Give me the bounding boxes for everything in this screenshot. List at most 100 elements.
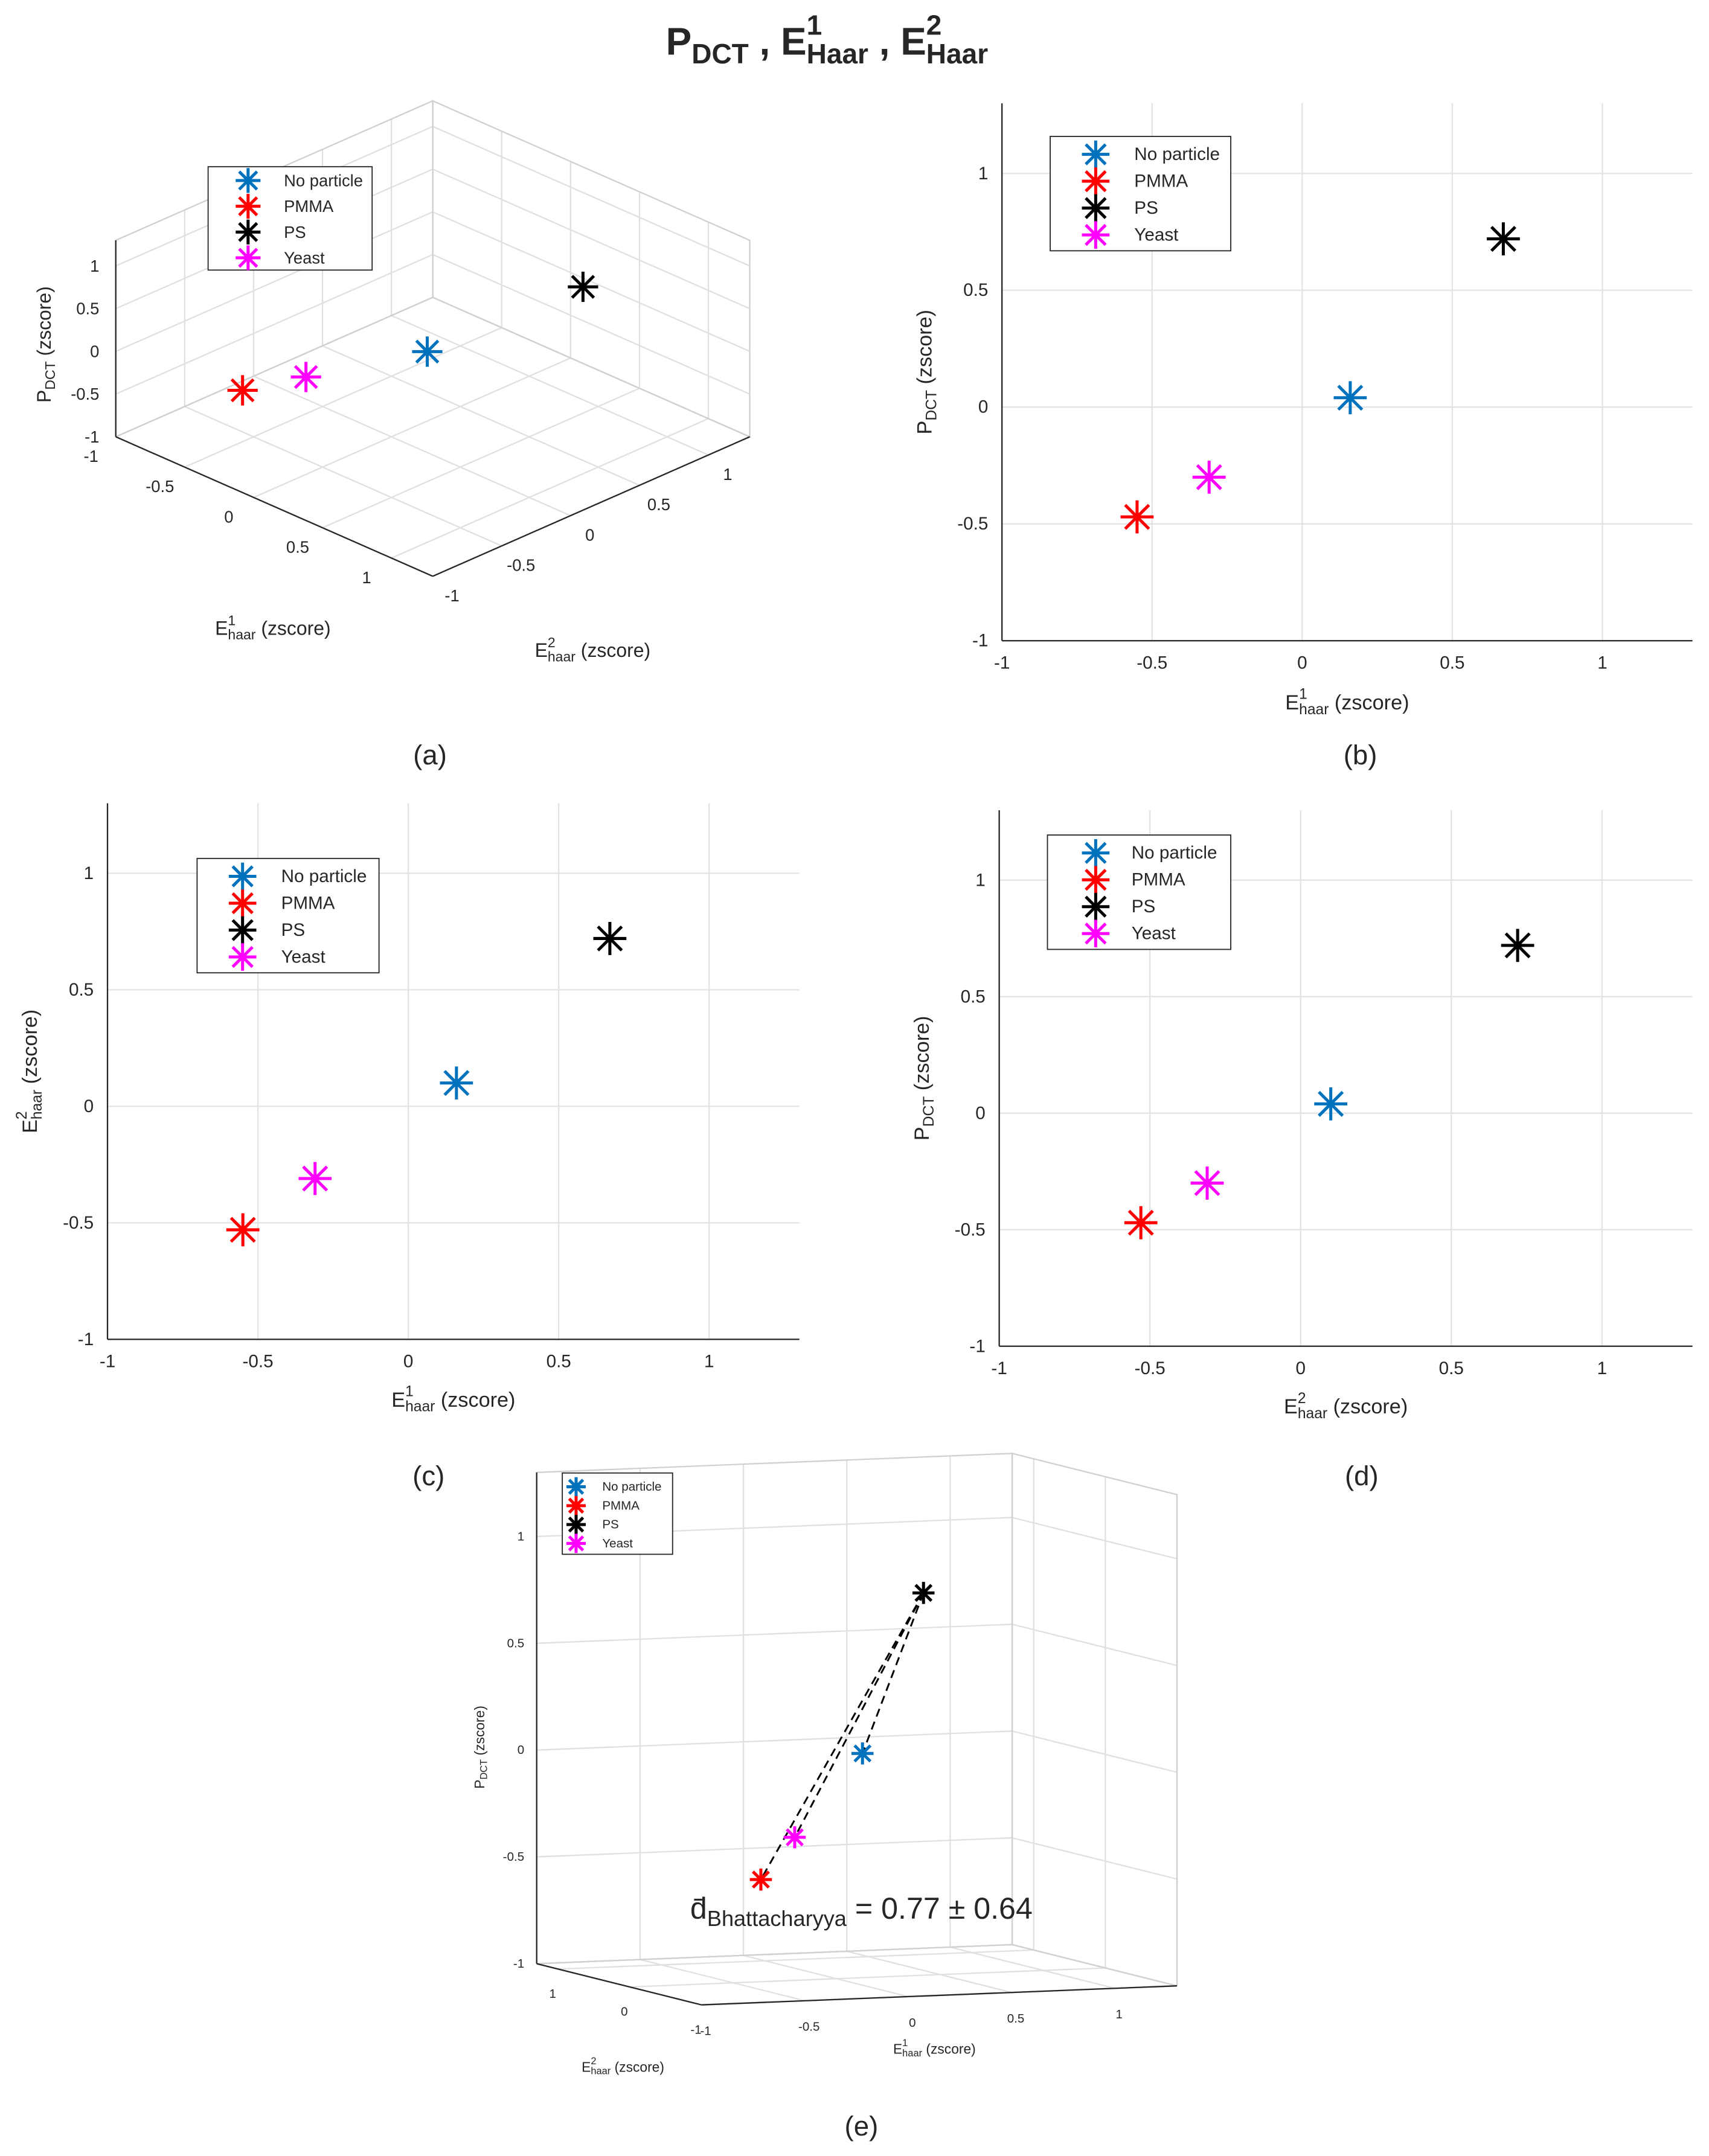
y-tick-label: 0 — [84, 1096, 94, 1116]
y-axis-label: PDCT (zscore) — [911, 1016, 937, 1141]
grid-line — [253, 376, 571, 517]
x-tick-label: -0.5 — [243, 1351, 274, 1371]
grid-line — [184, 406, 502, 547]
x-tick-label: 1 — [704, 1351, 714, 1371]
z-tick-label: 0.5 — [507, 1636, 525, 1650]
legend-marker — [236, 219, 261, 245]
y-tick-label: -0.5 — [957, 514, 988, 534]
grid-line — [322, 388, 640, 529]
y-axis-label: PDCT (zscore) — [913, 310, 939, 435]
x-tick-label: 0.5 — [1007, 2012, 1025, 2026]
marker — [1190, 1166, 1224, 1200]
x-tick-label: 0 — [403, 1351, 414, 1371]
legend-marker — [236, 245, 261, 270]
x-tick-label: 1 — [362, 568, 371, 587]
marker — [412, 336, 443, 367]
x-tick-label: -1 — [991, 1358, 1007, 1378]
x-axis-label-part: 1 — [228, 612, 236, 628]
y-tick-label: 0 — [621, 2005, 627, 2019]
y-axis-label-part: DCT — [920, 1096, 937, 1127]
x-axis-label-part: haar — [228, 627, 255, 642]
y-axis-label-part: E — [582, 2059, 591, 2074]
legend-label: Yeast — [281, 947, 326, 967]
grid-line — [253, 357, 571, 498]
z-tick-label: -1 — [85, 427, 99, 446]
z-tick-label: -0.5 — [71, 385, 99, 403]
z-axis-label-part: (zscore) — [33, 286, 55, 361]
x-axis — [701, 1985, 1178, 2006]
legend-label: No particle — [1134, 144, 1220, 164]
grid-line — [391, 418, 709, 559]
x-tick-label: -1 — [83, 447, 98, 465]
grid-line — [536, 1837, 1013, 1858]
distance-line — [861, 1592, 925, 1754]
x-tick-label: -0.5 — [1137, 653, 1167, 673]
x-tick-label: 0.5 — [547, 1351, 571, 1371]
marker — [440, 1066, 473, 1100]
figure-title-part: , E — [868, 19, 926, 63]
x-axis-label-part: (zscore) — [922, 2041, 976, 2057]
y-tick-label: -1 — [690, 2023, 701, 2036]
grid-line — [640, 1959, 806, 2001]
x-tick-label: 0.5 — [1439, 1358, 1464, 1378]
figure-content: PDCT , E1 Haar , E2 Haar-1-0.500.51-1-0.50… — [13, 10, 1693, 2142]
grid-line — [184, 327, 502, 468]
z-tick-label: -0.5 — [503, 1850, 524, 1864]
y-tick-label: 1 — [978, 164, 989, 184]
z-axis-label-part: DCT — [42, 361, 58, 389]
y-axis-label-part: E — [535, 639, 548, 661]
legend-marker — [1082, 839, 1110, 867]
distance-line — [794, 1592, 925, 1838]
legend-box — [1050, 136, 1231, 252]
legend-label: PS — [1132, 897, 1156, 916]
z-axis-label-part: (zscore) — [472, 1706, 487, 1759]
figure-title-part: P — [666, 19, 692, 63]
figure-title-part: , E — [749, 19, 807, 63]
y-tick-label: -0.5 — [63, 1213, 94, 1233]
z-tick-label: -1 — [513, 1957, 524, 1971]
x-axis-label: E1 haar (zscore) — [1285, 686, 1409, 717]
x-tick-label: 0 — [1297, 653, 1307, 673]
x-tick-label: 1 — [1115, 2007, 1122, 2021]
x-tick-label: 0 — [909, 2016, 915, 2030]
legend-box — [1047, 834, 1231, 950]
grid-line — [950, 1946, 1115, 1989]
y-tick-label: 1 — [84, 863, 94, 883]
x-tick-label: -0.5 — [146, 477, 174, 496]
y-tick-label: -0.5 — [507, 556, 535, 575]
z-axis-label-part: P — [472, 1780, 487, 1789]
legend-label: PS — [1134, 198, 1158, 218]
x-axis — [115, 436, 434, 577]
legend-box — [196, 857, 380, 974]
x-tick-label: -1 — [700, 2024, 711, 2038]
y-axis — [432, 436, 751, 577]
x-axis-label-part: haar — [1299, 701, 1329, 717]
z-axis-label: PDCT (zscore) — [33, 286, 58, 403]
y-axis-label: E2haar (zscore) — [13, 1009, 45, 1133]
marker — [1120, 500, 1154, 534]
x-axis-label: E1 haar (zscore) — [215, 612, 331, 642]
y-axis-label-part: DCT — [923, 390, 940, 421]
panel-label: (a) — [413, 740, 447, 770]
legend-marker — [1082, 194, 1110, 222]
legend-label: PMMA — [1134, 171, 1188, 191]
panel-label: (e) — [845, 2111, 879, 2142]
x-tick-label: 0.5 — [1440, 653, 1464, 673]
legend-label: PS — [602, 1518, 618, 1532]
y-tick-label: 1 — [549, 1987, 556, 2001]
annotation-part: d̄ — [690, 1892, 707, 1925]
legend-box — [207, 166, 373, 271]
marker — [1501, 929, 1534, 962]
x-axis-label-part: (zscore) — [1329, 691, 1409, 714]
grid-line — [1012, 1837, 1178, 1880]
legend-marker — [236, 168, 261, 193]
grid-line — [558, 1949, 1034, 1970]
legend-marker — [1082, 892, 1110, 921]
legend-label: PMMA — [602, 1499, 640, 1512]
marker — [1314, 1087, 1348, 1121]
grid-line — [432, 126, 751, 267]
z-tick-label: 1 — [90, 257, 99, 275]
legend-label: Yeast — [1134, 225, 1179, 245]
y-tick-label: -1 — [78, 1329, 94, 1349]
figure-title-part: 1 — [807, 10, 822, 41]
